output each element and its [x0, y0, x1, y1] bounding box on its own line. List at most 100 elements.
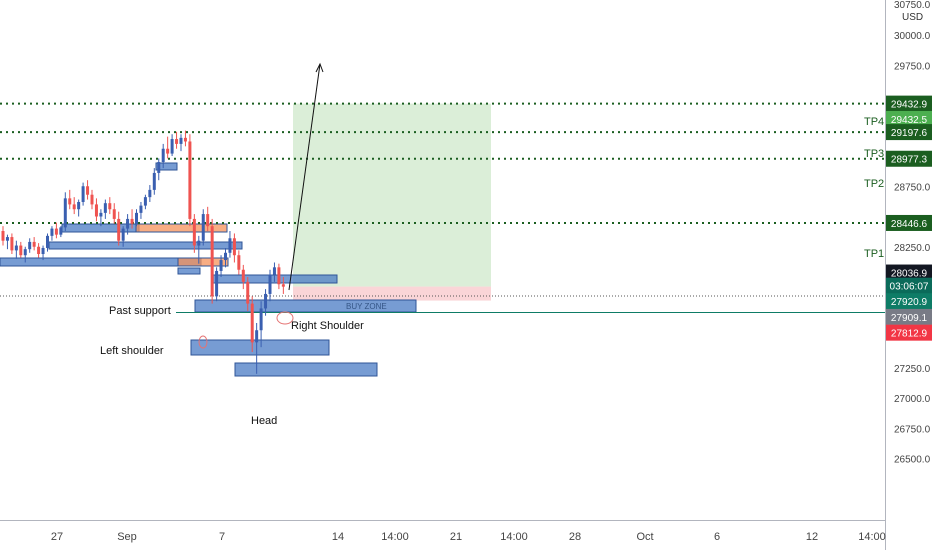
candle-body: [215, 270, 219, 297]
projection-arrow[interactable]: [288, 62, 324, 291]
price-badge-label: 27812.9: [891, 329, 928, 340]
candle-body: [41, 247, 45, 255]
price-badge: [886, 214, 932, 231]
tp-label: TP2: [864, 178, 884, 190]
right-shoulder-label: Right Shoulder: [291, 320, 364, 332]
price-badge-label: 27909.1: [891, 313, 928, 324]
price-badge: [886, 308, 932, 325]
head-label: Head: [251, 415, 277, 427]
candle-body: [68, 198, 72, 205]
price-badge-label: 29432.9: [891, 100, 928, 111]
candle-body: [281, 284, 285, 287]
candle-body: [255, 330, 259, 343]
candle-body: [175, 139, 179, 144]
time-axis[interactable]: 27 Sep 7 14 14:00 21 14:00 28 Oct 6 12 14:00: [0, 520, 886, 544]
candle-body: [86, 186, 90, 195]
candle-body: [143, 197, 147, 206]
candle-body: [54, 228, 58, 235]
candle-body: [1, 231, 5, 241]
right-shoulder-marker[interactable]: [276, 311, 294, 325]
y-tick-label: 30000.0: [894, 31, 931, 42]
candle-body: [246, 281, 250, 304]
candle-body: [37, 246, 41, 255]
zone-rectangle: [155, 162, 178, 171]
zone-rectangles[interactable]: [0, 162, 417, 377]
x-tick-label: 14:00: [381, 531, 409, 543]
candle-body: [241, 269, 245, 282]
candle-body: [126, 218, 130, 229]
candle-body: [157, 162, 161, 173]
zone-rectangle: [135, 223, 228, 233]
price-badge: [886, 110, 932, 127]
currency-label[interactable]: USD: [902, 12, 923, 23]
price-badge: [886, 264, 932, 281]
past-support-label: Past support: [109, 305, 171, 317]
candle-body: [10, 237, 14, 251]
x-tick-label: 12: [806, 531, 818, 543]
price-badge-label: 29432.5: [891, 115, 928, 126]
candle-body: [232, 238, 236, 256]
candle-body: [59, 227, 63, 235]
y-tick-label: 28750.0: [894, 182, 931, 193]
price-badge: [886, 150, 932, 167]
candle-body: [117, 218, 121, 241]
price-axis[interactable]: 30750.0 USD 30000.0 29750.0 28750.0 28250.0…: [885, 0, 932, 550]
candle-body: [139, 205, 143, 213]
y-tick-label: 27250.0: [894, 364, 931, 375]
candle-body: [103, 203, 107, 213]
zone-rectangle: [177, 267, 201, 275]
x-tick-label: 14: [332, 531, 344, 543]
long-position-profit-zone[interactable]: [293, 103, 491, 287]
zone-rectangle: [0, 257, 202, 267]
zone-rectangle: [177, 257, 229, 267]
long-position-loss-zone[interactable]: [293, 286, 491, 301]
x-axis-ticks: 27 Sep 7 14 14:00 21 14:00 28 Oct 6 12 14:00: [51, 531, 886, 543]
x-tick-label: 27: [51, 531, 63, 543]
candle-body: [183, 137, 187, 142]
tp-labels: TP4 TP3 TP2 TP1: [864, 116, 884, 260]
candle-body: [192, 218, 196, 246]
candle-body: [112, 209, 116, 219]
price-badge: [886, 293, 932, 310]
candle-body: [14, 245, 18, 251]
plot-area[interactable]: Past support Left shoulder Head Right Sh…: [0, 62, 885, 427]
x-tick-label: 6: [714, 531, 720, 543]
price-badge: [886, 277, 932, 294]
candle-body: [90, 194, 94, 205]
price-badge-label: 28977.3: [891, 155, 928, 166]
candle-body: [237, 255, 241, 270]
price-badges: 29432.9 29432.5 29197.6 28977.3 28446.6 28036…: [886, 95, 932, 341]
price-badge: [886, 124, 932, 141]
candle-body: [99, 212, 103, 217]
candle-body: [148, 189, 152, 198]
zone-rectangle: [234, 362, 378, 377]
x-tick-label: 21: [450, 531, 462, 543]
candle-body: [210, 226, 214, 297]
left-shoulder-marker[interactable]: [198, 335, 208, 349]
candle-body: [166, 148, 170, 154]
candle-body: [259, 308, 263, 331]
price-badge-label: 28036.9: [891, 269, 928, 280]
candle-body: [121, 228, 125, 241]
tp-label: TP3: [864, 148, 884, 160]
y-tick-label: 29750.0: [894, 61, 931, 72]
price-badge-label: 03:06:07: [890, 282, 929, 293]
price-badge-label: 28446.6: [891, 219, 928, 230]
candle-body: [32, 241, 36, 247]
candle-body: [179, 137, 183, 144]
candle-body: [72, 204, 76, 210]
candle-body: [206, 214, 210, 227]
candle-body: [135, 212, 138, 224]
price-badge-label: 27920.9: [891, 297, 928, 308]
price-badge-label: 29197.6: [891, 128, 928, 139]
candle-body: [188, 141, 192, 219]
candle-body: [219, 260, 223, 271]
candle-body: [5, 237, 9, 241]
zone-rectangle: [190, 339, 330, 356]
candle-body: [94, 204, 98, 217]
candle-body: [228, 238, 232, 253]
y-tick-label: 26750.0: [894, 424, 931, 435]
candle-body: [63, 198, 67, 228]
x-tick-label: 14:00: [858, 531, 886, 543]
